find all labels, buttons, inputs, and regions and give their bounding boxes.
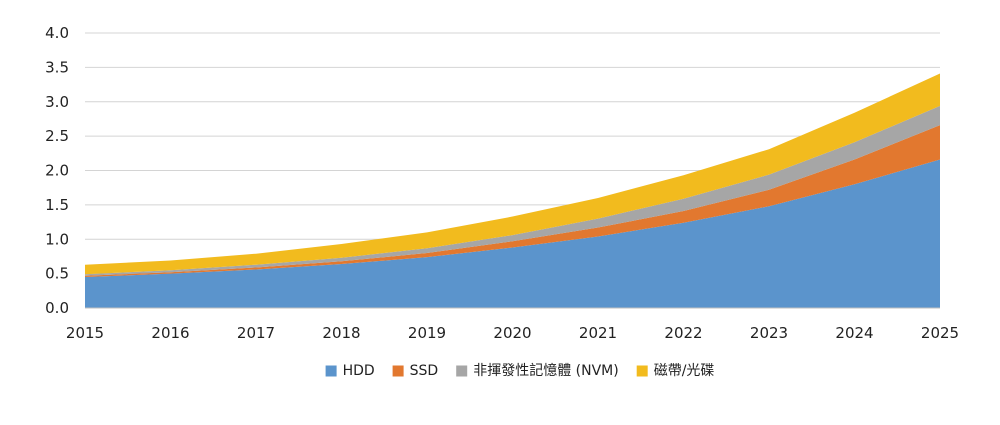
x-tick-label: 2022 [664,324,702,342]
legend-label: 非揮發性記憶體 (NVM) [473,362,619,379]
legend-item-0: HDD [325,363,375,379]
legend-label: 磁帶/光碟 [654,363,715,379]
legend-label: SSD [410,363,439,379]
x-tick-label: 2015 [66,324,104,342]
legend-item-3: 磁帶/光碟 [636,363,715,379]
y-tick-label: 2.5 [45,127,69,145]
x-tick-label: 2025 [921,324,959,342]
y-tick-label: 3.0 [45,93,69,111]
area-series-0 [85,159,940,308]
x-tick-label: 2017 [237,324,275,342]
y-tick-label: 4.0 [45,24,69,42]
gridlines [85,32,940,275]
legend-swatch [325,365,337,377]
x-tick-label: 2021 [579,324,617,342]
x-tick-label: 2020 [493,324,531,342]
legend-swatch [636,365,648,377]
legend-label: HDD [343,363,375,379]
x-tick-label: 2016 [151,324,189,342]
y-tick-label: 1.0 [45,230,69,248]
axes: 0.0 0.5 1.0 1.5 2.0 2.5 3.0 3.5 4.0 2015 2016 2017 2… [45,24,959,342]
legend-swatch [392,365,404,377]
y-tick-label: 0.0 [45,299,69,317]
y-tick-label: 1.5 [45,196,69,214]
x-tick-label: 2018 [322,324,360,342]
area-series-group [85,73,940,308]
legend: HDD SSD 非揮發性記憶體 (NVM) 磁帶/光碟 [325,362,715,379]
y-tick-label: 2.0 [45,162,69,180]
area-series-1 [85,125,940,278]
legend-swatch [456,365,468,377]
x-tick-label: 2024 [835,324,873,342]
legend-item-2: 非揮發性記憶體 (NVM) [456,362,619,379]
x-tick-label: 2023 [750,324,788,342]
legend-item-1: SSD [392,363,439,379]
y-tick-label: 0.5 [45,265,69,283]
area-series-3 [85,73,940,275]
x-tick-label: 2019 [408,324,446,342]
y-tick-label: 3.5 [45,58,69,76]
